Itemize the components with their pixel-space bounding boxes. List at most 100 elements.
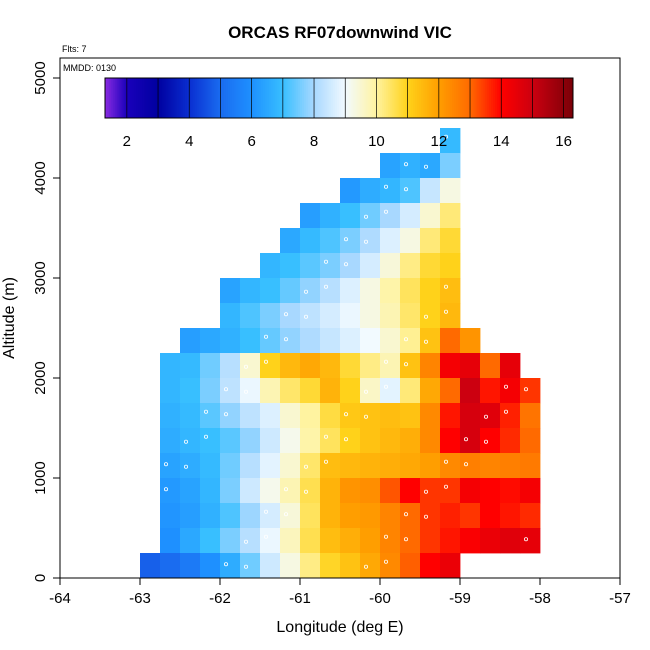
heatmap-cell xyxy=(160,503,181,529)
sample-marker xyxy=(363,239,368,244)
sample-marker xyxy=(503,384,508,389)
y-tick-label: 5000 xyxy=(32,61,49,94)
sample-marker xyxy=(403,512,408,517)
colorbar-segment xyxy=(264,78,268,118)
heatmap-cell xyxy=(200,503,221,529)
colorbar-segment xyxy=(395,78,398,118)
heatmap-cell xyxy=(300,228,321,254)
colorbar-segment xyxy=(555,78,558,118)
colorbar-segment xyxy=(210,78,213,118)
sample-marker xyxy=(263,334,268,339)
colorbar-segment xyxy=(399,78,402,118)
heatmap-cell xyxy=(360,203,381,229)
colorbar-segment xyxy=(418,78,422,118)
colorbar-segment xyxy=(469,78,473,118)
heatmap-cell xyxy=(240,328,261,354)
heatmap-cell xyxy=(460,428,481,454)
heatmap-cell xyxy=(520,528,541,554)
colorbar-segment xyxy=(208,78,211,118)
sample-marker xyxy=(223,562,228,567)
x-axis: -64 -63 -62 -61 -60 -59 -58 -57 xyxy=(49,578,631,607)
sample-marker xyxy=(383,359,388,364)
colorbar-segment xyxy=(403,78,406,118)
heatmap-cell xyxy=(220,378,241,404)
colorbar-segment xyxy=(356,78,359,118)
colorbar-tick-label: 10 xyxy=(368,133,385,150)
heatmap-cell xyxy=(500,403,521,429)
colorbar-segment xyxy=(498,78,502,118)
heatmap-cell xyxy=(180,478,201,504)
colorbar-segment xyxy=(432,78,436,118)
colorbar-segment xyxy=(280,78,283,118)
heatmap-cell xyxy=(480,503,501,529)
y-tick-label: 1000 xyxy=(32,461,49,494)
colorbar-segment xyxy=(452,78,455,118)
chart-title: ORCAS RF07downwind VIC xyxy=(228,23,452,42)
heatmap-cell xyxy=(220,553,241,579)
heatmap-cell xyxy=(400,203,421,229)
colorbar-tick-label: 16 xyxy=(555,133,572,150)
colorbar-segment xyxy=(169,78,172,118)
y-tick-label: 4000 xyxy=(32,161,49,194)
heatmap-cell xyxy=(440,328,461,354)
colorbar: 2 4 6 8 10 12 14 16 xyxy=(104,77,574,150)
heatmap-cell xyxy=(160,553,181,579)
colorbar-tick-label: 4 xyxy=(185,133,193,150)
colorbar-segment xyxy=(381,78,385,118)
heatmap-cell xyxy=(320,403,341,429)
sample-marker xyxy=(223,387,228,392)
colorbar-segment xyxy=(438,78,441,118)
sample-marker xyxy=(383,534,388,539)
heatmap-cell xyxy=(140,553,161,579)
colorbar-segment xyxy=(520,78,523,118)
colorbar-segment xyxy=(231,78,235,118)
colorbar-tick-label: 8 xyxy=(310,133,318,150)
sample-marker xyxy=(163,487,168,492)
heatmap-cell xyxy=(340,478,361,504)
heatmap-cell xyxy=(260,403,281,429)
colorbar-segment xyxy=(298,78,301,118)
heatmap-cell xyxy=(280,378,301,404)
heatmap-cell xyxy=(480,353,501,379)
heatmap-cell xyxy=(240,353,261,379)
colorbar-segment xyxy=(105,78,108,118)
heatmap-cell xyxy=(400,528,421,554)
colorbar-segment xyxy=(229,78,233,118)
colorbar-segment xyxy=(144,78,147,118)
colorbar-segment xyxy=(301,78,305,118)
colorbar-segment xyxy=(387,78,391,118)
colorbar-segment xyxy=(243,78,246,118)
heatmap-cell xyxy=(420,428,441,454)
sample-marker xyxy=(303,489,308,494)
colorbar-segment xyxy=(436,78,439,118)
colorbar-segment xyxy=(372,78,375,118)
sample-marker xyxy=(223,412,228,417)
sample-marker xyxy=(383,184,388,189)
heatmap-cell xyxy=(200,378,221,404)
colorbar-segment xyxy=(430,78,434,118)
heatmap-cell xyxy=(520,478,541,504)
colorbar-segment xyxy=(317,78,320,118)
colorbar-segment xyxy=(561,78,564,118)
colorbar-segment xyxy=(147,78,151,118)
heatmap-cell xyxy=(200,553,221,579)
sample-marker xyxy=(203,434,208,439)
x-tick-label: -61 xyxy=(289,590,311,607)
sample-marker xyxy=(283,312,288,317)
colorbar-segment xyxy=(463,78,467,118)
heatmap-cell xyxy=(300,253,321,279)
heatmap-cell xyxy=(160,428,181,454)
colorbar-segment xyxy=(288,78,291,118)
colorbar-segment xyxy=(255,78,258,118)
sample-marker xyxy=(343,262,348,267)
heatmap-cell xyxy=(380,553,401,579)
colorbar-segment xyxy=(155,78,159,118)
colorbar-segment xyxy=(459,78,463,118)
colorbar-segment xyxy=(446,78,449,118)
colorbar-segment xyxy=(184,78,188,118)
heatmap-cell xyxy=(180,428,201,454)
heatmap-cell xyxy=(300,378,321,404)
colorbar-segment xyxy=(114,78,118,118)
colorbar-segment xyxy=(397,78,400,118)
